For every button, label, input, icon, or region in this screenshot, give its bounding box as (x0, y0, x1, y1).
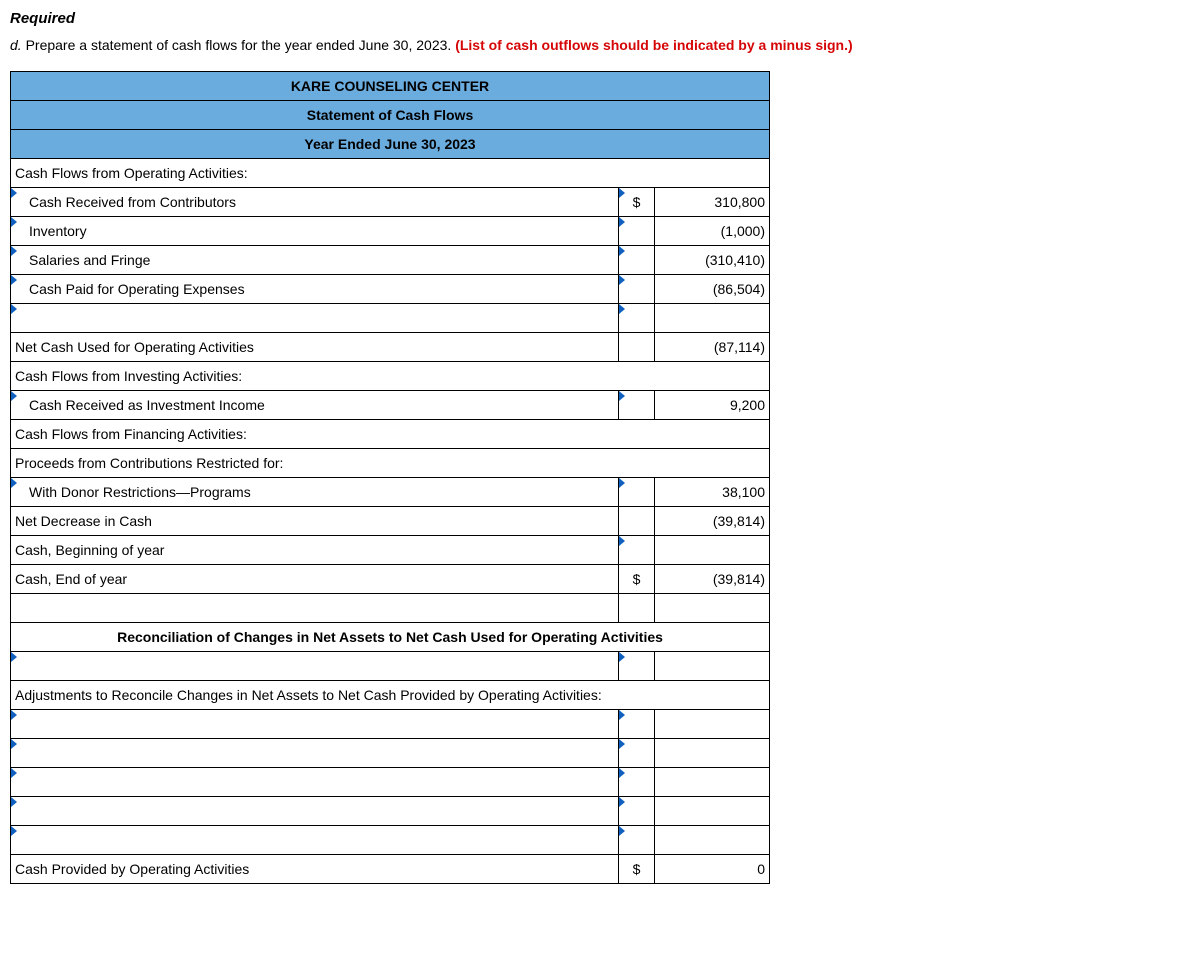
value-net-cash-operating: (87,114) (655, 333, 770, 362)
row-cash-provided-operating: Cash Provided by Operating Activities (11, 855, 619, 884)
dollar-cell (618, 739, 654, 768)
dollar-cell (618, 246, 654, 275)
dollar-cell (618, 652, 654, 681)
instruction-warning: (List of cash outflows should be indicat… (455, 37, 852, 53)
table-header-1: KARE COUNSELING CENTER (11, 72, 770, 101)
dollar-cell (618, 275, 654, 304)
value-cash-paid-operating[interactable]: (86,504) (655, 275, 770, 304)
dollar-cell (618, 304, 654, 333)
cash-flow-table: KARE COUNSELING CENTER Statement of Cash… (10, 71, 770, 884)
value-cash-provided-operating: 0 (655, 855, 770, 884)
value-recon-blank[interactable] (655, 652, 770, 681)
row-inventory[interactable]: Inventory (11, 217, 619, 246)
dollar-cell (618, 391, 654, 420)
row-blank[interactable] (11, 304, 619, 333)
financing-activities-title: Cash Flows from Financing Activities: (11, 420, 770, 449)
row-salaries-fringe[interactable]: Salaries and Fringe (11, 246, 619, 275)
value-adj-5[interactable] (655, 826, 770, 855)
row-cash-beginning: Cash, Beginning of year (11, 536, 619, 565)
dollar-cell (618, 768, 654, 797)
value-cash-end: (39,814) (655, 565, 770, 594)
dollar-cell (618, 797, 654, 826)
proceeds-restricted-title: Proceeds from Contributions Restricted f… (11, 449, 770, 478)
dollar-cell (618, 333, 654, 362)
value-adj-4[interactable] (655, 797, 770, 826)
value-spacer (655, 594, 770, 623)
dollar-sign: $ (618, 188, 654, 217)
value-adj-3[interactable] (655, 768, 770, 797)
table-header-3: Year Ended June 30, 2023 (11, 130, 770, 159)
row-cash-received-contributors[interactable]: Cash Received from Contributors (11, 188, 619, 217)
row-adj-3[interactable] (11, 768, 619, 797)
row-adj-4[interactable] (11, 797, 619, 826)
value-adj-2[interactable] (655, 739, 770, 768)
row-net-decrease: Net Decrease in Cash (11, 507, 619, 536)
row-spacer (11, 594, 619, 623)
row-cash-paid-operating[interactable]: Cash Paid for Operating Expenses (11, 275, 619, 304)
dollar-cell (618, 478, 654, 507)
dollar-cell (618, 594, 654, 623)
operating-activities-title: Cash Flows from Operating Activities: (11, 159, 770, 188)
adjustments-title: Adjustments to Reconcile Changes in Net … (11, 681, 770, 710)
dollar-cell (618, 710, 654, 739)
value-adj-1[interactable] (655, 710, 770, 739)
row-cash-end: Cash, End of year (11, 565, 619, 594)
row-investment-income[interactable]: Cash Received as Investment Income (11, 391, 619, 420)
row-adj-1[interactable] (11, 710, 619, 739)
investing-activities-title: Cash Flows from Investing Activities: (11, 362, 770, 391)
value-blank[interactable] (655, 304, 770, 333)
dollar-sign: $ (618, 855, 654, 884)
reconciliation-title: Reconciliation of Changes in Net Assets … (11, 623, 770, 652)
value-donor-restrictions[interactable]: 38,100 (655, 478, 770, 507)
instruction-text: Prepare a statement of cash flows for th… (26, 37, 452, 53)
dollar-cell (618, 536, 654, 565)
value-inventory[interactable]: (1,000) (655, 217, 770, 246)
value-salaries-fringe[interactable]: (310,410) (655, 246, 770, 275)
row-donor-restrictions[interactable]: With Donor Restrictions—Programs (11, 478, 619, 507)
row-recon-blank[interactable] (11, 652, 619, 681)
table-header-2: Statement of Cash Flows (11, 101, 770, 130)
row-net-cash-operating: Net Cash Used for Operating Activities (11, 333, 619, 362)
value-cash-received-contributors[interactable]: 310,800 (655, 188, 770, 217)
dollar-cell (618, 826, 654, 855)
value-cash-beginning[interactable] (655, 536, 770, 565)
dollar-sign: $ (618, 565, 654, 594)
dollar-cell (618, 507, 654, 536)
row-adj-2[interactable] (11, 739, 619, 768)
required-heading: Required (10, 10, 1194, 27)
row-adj-5[interactable] (11, 826, 619, 855)
instruction-line: d. Prepare a statement of cash flows for… (10, 37, 1194, 53)
dollar-cell (618, 217, 654, 246)
value-investment-income[interactable]: 9,200 (655, 391, 770, 420)
value-net-decrease: (39,814) (655, 507, 770, 536)
instruction-letter: d. (10, 37, 22, 53)
